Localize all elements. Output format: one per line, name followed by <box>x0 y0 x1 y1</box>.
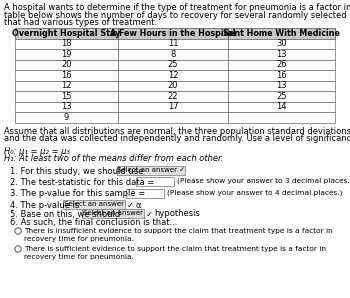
Bar <box>118 49 228 60</box>
Bar <box>118 70 228 80</box>
Text: α: α <box>135 201 140 210</box>
Text: 16: 16 <box>276 71 287 80</box>
Text: Select an answer: Select an answer <box>64 201 124 207</box>
Text: 25: 25 <box>276 92 287 101</box>
Text: H₀: μ₁ = μ₂ = μ₃: H₀: μ₁ = μ₂ = μ₃ <box>4 147 70 156</box>
Text: 1. For this study, we should use: 1. For this study, we should use <box>10 167 144 176</box>
Text: 12: 12 <box>168 71 178 80</box>
Text: 22: 22 <box>168 92 178 101</box>
Text: 20: 20 <box>61 60 72 69</box>
Text: 6. As such, the final conclusion is that...: 6. As such, the final conclusion is that… <box>10 218 177 227</box>
Bar <box>63 200 125 209</box>
Bar <box>118 91 228 102</box>
Bar <box>82 209 144 218</box>
Text: 14: 14 <box>276 102 287 111</box>
Text: 19: 19 <box>61 50 72 59</box>
Bar <box>228 70 335 80</box>
Text: 2. The test-statistic for this data =: 2. The test-statistic for this data = <box>10 178 154 187</box>
Text: recovery time for pneumonia.: recovery time for pneumonia. <box>24 254 134 260</box>
Bar <box>118 38 228 49</box>
Bar <box>126 189 164 198</box>
Text: ✓: ✓ <box>146 209 153 218</box>
Text: 30: 30 <box>276 39 287 48</box>
Text: 11: 11 <box>168 39 178 48</box>
Bar <box>118 102 228 112</box>
Bar <box>15 70 118 80</box>
Text: H₁: At least two of the means differ from each other.: H₁: At least two of the means differ fro… <box>4 154 223 163</box>
Bar <box>228 112 335 122</box>
Text: 15: 15 <box>61 92 72 101</box>
Text: and the data was collected independently and randomly. Use a level of significan: and the data was collected independently… <box>4 134 350 143</box>
Bar <box>15 49 118 60</box>
Text: 3. The p-value for this sample =: 3. The p-value for this sample = <box>10 190 145 198</box>
Bar <box>15 60 118 70</box>
Text: table below shows the number of days to recovery for several randomly selected p: table below shows the number of days to … <box>4 10 350 19</box>
Bar <box>228 80 335 91</box>
Text: 4. The p-value is: 4. The p-value is <box>10 201 79 210</box>
Text: 17: 17 <box>168 102 178 111</box>
Bar <box>118 112 228 122</box>
Bar <box>118 27 228 38</box>
Bar <box>228 91 335 102</box>
Bar <box>15 91 118 102</box>
Text: 16: 16 <box>61 71 72 80</box>
Text: that had various types of treatment.: that had various types of treatment. <box>4 18 157 27</box>
Text: (Please show your answer to 3 decimal places.): (Please show your answer to 3 decimal pl… <box>177 178 350 184</box>
Text: 25: 25 <box>168 60 178 69</box>
Text: Overnight Hospital Stay: Overnight Hospital Stay <box>12 29 121 38</box>
Text: 9: 9 <box>64 113 69 122</box>
Text: 20: 20 <box>168 81 178 90</box>
Text: 18: 18 <box>61 39 72 48</box>
Text: 13: 13 <box>276 50 287 59</box>
Text: A Few Hours in the Hospital: A Few Hours in the Hospital <box>110 29 236 38</box>
Text: 13: 13 <box>276 81 287 90</box>
Bar <box>136 177 174 186</box>
Text: Sent Home With Medicine: Sent Home With Medicine <box>223 29 340 38</box>
Text: 12: 12 <box>61 81 72 90</box>
Text: A hospital wants to determine if the type of treatment for pneumonia is a factor: A hospital wants to determine if the typ… <box>4 3 350 12</box>
Text: Select an answer ✓: Select an answer ✓ <box>117 167 185 173</box>
Text: recovery time for pneumonia.: recovery time for pneumonia. <box>24 236 134 242</box>
Bar <box>228 38 335 49</box>
Bar <box>118 60 228 70</box>
Text: ✓: ✓ <box>127 201 134 210</box>
Text: 8: 8 <box>170 50 176 59</box>
Text: (Please show your answer to 4 decimal places.): (Please show your answer to 4 decimal pl… <box>167 190 343 196</box>
Bar <box>15 112 118 122</box>
Text: 5. Base on this, we should: 5. Base on this, we should <box>10 209 120 218</box>
Bar <box>228 60 335 70</box>
Bar <box>15 80 118 91</box>
Text: hypothesis: hypothesis <box>154 209 200 218</box>
Text: Select an answer: Select an answer <box>83 210 143 216</box>
Text: There is sufficient evidence to support the claim that treatment type is a facto: There is sufficient evidence to support … <box>24 246 326 252</box>
Text: There is insufficient evidence to support the claim that treatment type is a fac: There is insufficient evidence to suppor… <box>24 229 333 235</box>
Bar <box>228 102 335 112</box>
Bar <box>228 27 335 38</box>
Bar <box>15 38 118 49</box>
Text: 13: 13 <box>61 102 72 111</box>
Text: Assume that all distributions are normal, the three population standard deviatio: Assume that all distributions are normal… <box>4 126 350 136</box>
Bar <box>228 49 335 60</box>
Bar <box>15 27 118 38</box>
Bar <box>117 165 185 175</box>
Bar <box>118 80 228 91</box>
Bar <box>15 102 118 112</box>
Text: 26: 26 <box>276 60 287 69</box>
